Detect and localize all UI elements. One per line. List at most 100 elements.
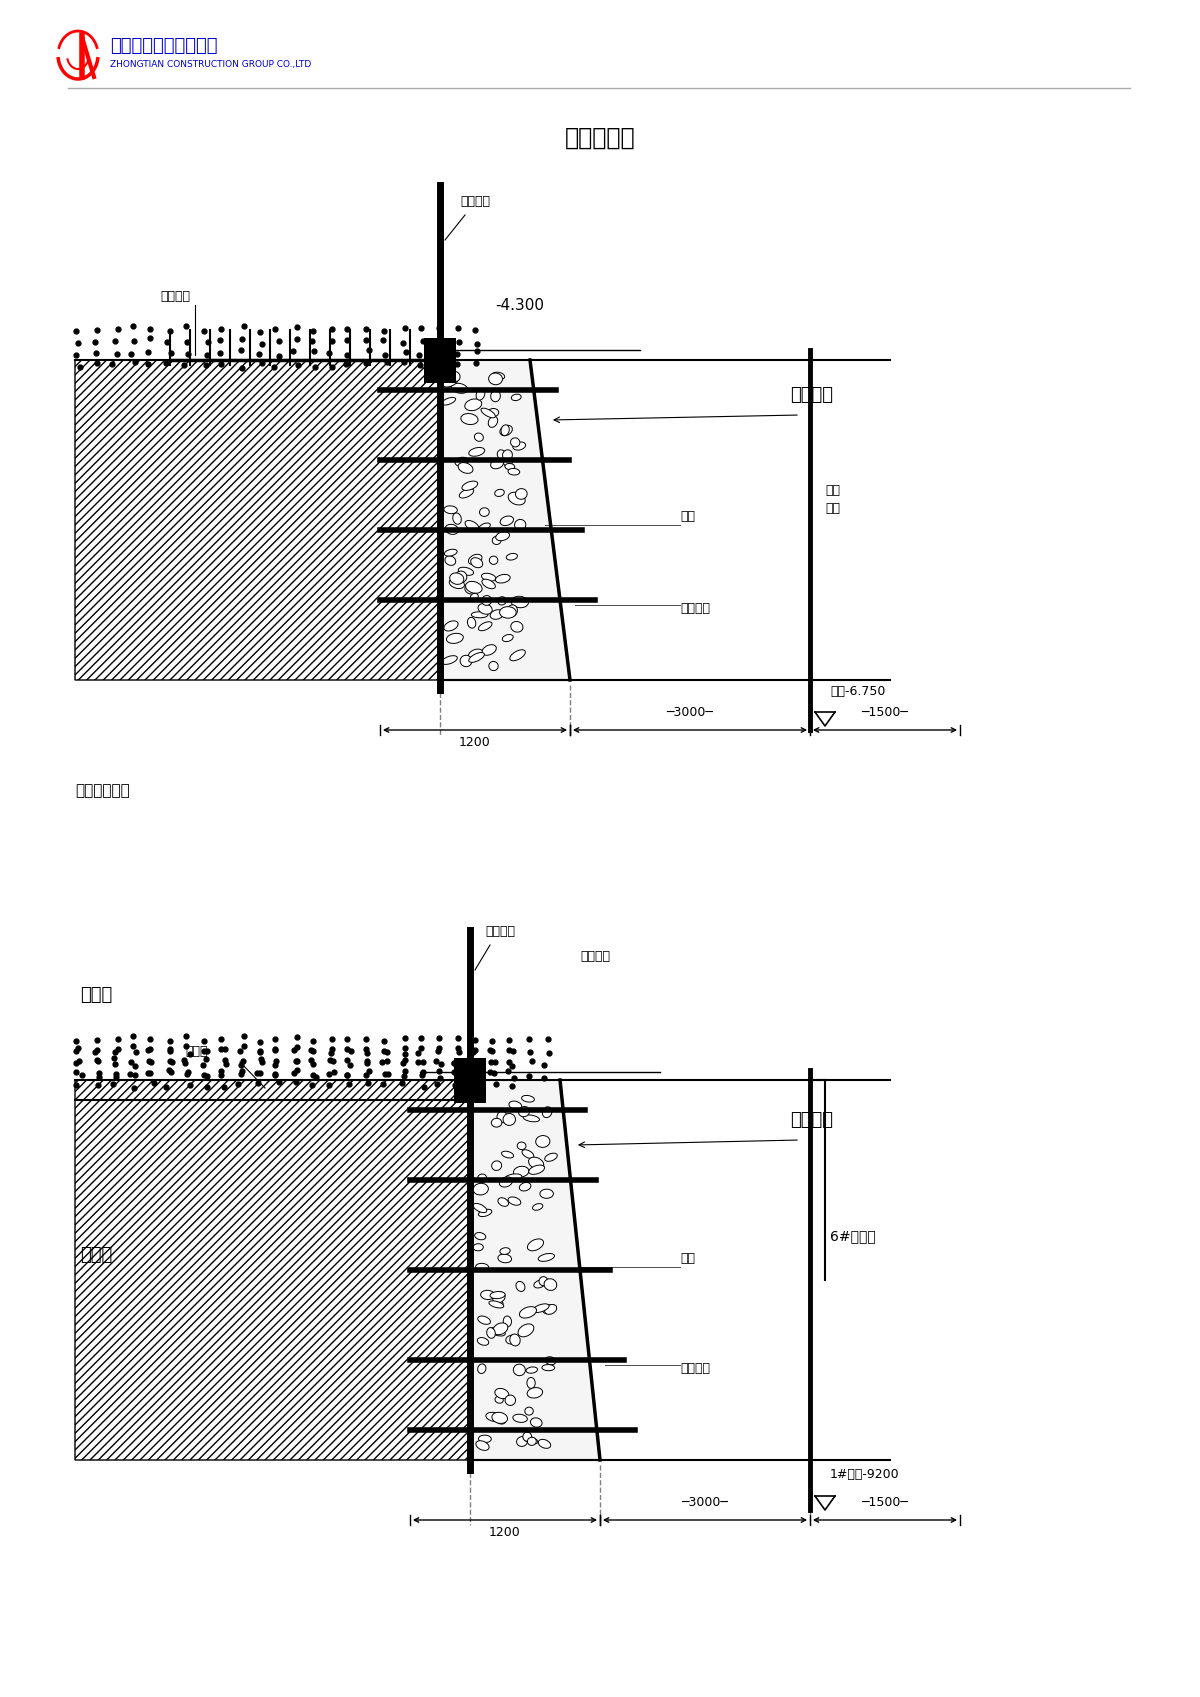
Ellipse shape bbox=[533, 1203, 542, 1210]
Ellipse shape bbox=[482, 645, 497, 655]
Ellipse shape bbox=[534, 1280, 545, 1288]
Ellipse shape bbox=[498, 1198, 509, 1207]
Ellipse shape bbox=[468, 648, 484, 660]
Ellipse shape bbox=[464, 399, 481, 411]
Ellipse shape bbox=[479, 621, 492, 631]
Ellipse shape bbox=[510, 1334, 520, 1346]
Ellipse shape bbox=[458, 567, 474, 575]
Ellipse shape bbox=[493, 1291, 505, 1303]
Ellipse shape bbox=[473, 1183, 488, 1195]
Text: ─3000─: ─3000─ bbox=[666, 706, 714, 720]
Ellipse shape bbox=[508, 468, 520, 475]
Ellipse shape bbox=[523, 1436, 538, 1444]
Text: -4.300: -4.300 bbox=[496, 299, 544, 312]
Ellipse shape bbox=[542, 1364, 554, 1371]
Text: 扣件: 扣件 bbox=[680, 1252, 695, 1264]
Ellipse shape bbox=[515, 519, 526, 529]
Ellipse shape bbox=[502, 424, 509, 436]
Ellipse shape bbox=[490, 1291, 505, 1298]
Ellipse shape bbox=[512, 441, 526, 450]
Ellipse shape bbox=[475, 1232, 486, 1241]
Ellipse shape bbox=[468, 555, 482, 565]
Text: 1200: 1200 bbox=[460, 736, 491, 748]
Ellipse shape bbox=[470, 558, 482, 568]
Text: 沙包防护: 沙包防护 bbox=[790, 1112, 833, 1129]
Ellipse shape bbox=[524, 1407, 533, 1415]
Ellipse shape bbox=[539, 1276, 547, 1286]
Ellipse shape bbox=[488, 662, 498, 670]
Ellipse shape bbox=[503, 450, 512, 460]
Ellipse shape bbox=[444, 550, 457, 557]
Ellipse shape bbox=[523, 1432, 532, 1441]
Ellipse shape bbox=[491, 390, 500, 402]
Ellipse shape bbox=[514, 1166, 529, 1178]
Ellipse shape bbox=[526, 1368, 538, 1373]
Ellipse shape bbox=[544, 1280, 557, 1290]
Ellipse shape bbox=[528, 1437, 536, 1446]
Text: 主楼
外墙: 主楼 外墙 bbox=[826, 485, 840, 516]
Ellipse shape bbox=[542, 1305, 554, 1313]
Ellipse shape bbox=[488, 1302, 504, 1308]
Ellipse shape bbox=[502, 1151, 514, 1157]
Ellipse shape bbox=[494, 1388, 509, 1398]
Text: 原始土: 原始土 bbox=[80, 1246, 113, 1264]
Ellipse shape bbox=[488, 416, 498, 428]
Text: 中天建设集团有限公司: 中天建设集团有限公司 bbox=[110, 37, 217, 54]
Ellipse shape bbox=[473, 1203, 487, 1213]
Ellipse shape bbox=[494, 489, 504, 497]
Ellipse shape bbox=[500, 426, 512, 436]
Ellipse shape bbox=[446, 633, 463, 643]
Ellipse shape bbox=[509, 1101, 522, 1110]
Ellipse shape bbox=[460, 655, 472, 667]
Ellipse shape bbox=[505, 463, 515, 470]
Ellipse shape bbox=[481, 409, 496, 417]
Ellipse shape bbox=[480, 507, 490, 516]
Ellipse shape bbox=[496, 1415, 505, 1424]
Text: ─3000─: ─3000─ bbox=[682, 1497, 728, 1509]
Ellipse shape bbox=[492, 1161, 502, 1171]
Ellipse shape bbox=[545, 1358, 556, 1364]
Ellipse shape bbox=[539, 1439, 551, 1448]
Ellipse shape bbox=[475, 1263, 488, 1271]
Ellipse shape bbox=[523, 1115, 540, 1122]
Ellipse shape bbox=[522, 1151, 534, 1159]
Ellipse shape bbox=[527, 1378, 535, 1388]
Ellipse shape bbox=[488, 373, 503, 385]
Text: 扣件: 扣件 bbox=[680, 511, 695, 523]
Ellipse shape bbox=[468, 618, 475, 628]
Ellipse shape bbox=[505, 1174, 522, 1181]
Ellipse shape bbox=[444, 621, 458, 631]
Ellipse shape bbox=[478, 1337, 488, 1346]
Ellipse shape bbox=[481, 1290, 494, 1300]
Ellipse shape bbox=[479, 1436, 491, 1442]
Ellipse shape bbox=[518, 1106, 529, 1117]
Ellipse shape bbox=[474, 433, 484, 441]
Text: 劣实土: 劣实土 bbox=[80, 986, 113, 1005]
Ellipse shape bbox=[490, 1327, 505, 1336]
Ellipse shape bbox=[497, 1112, 506, 1123]
Text: ZHONGTIAN CONSTRUCTION GROUP CO.,LTD: ZHONGTIAN CONSTRUCTION GROUP CO.,LTD bbox=[110, 59, 311, 68]
Ellipse shape bbox=[476, 389, 485, 400]
Ellipse shape bbox=[472, 611, 488, 618]
Ellipse shape bbox=[449, 579, 464, 589]
Text: 护坡示意图: 护坡示意图 bbox=[565, 126, 635, 149]
Ellipse shape bbox=[493, 1324, 508, 1336]
Ellipse shape bbox=[527, 1388, 542, 1398]
Ellipse shape bbox=[481, 596, 492, 606]
Ellipse shape bbox=[451, 372, 460, 382]
Ellipse shape bbox=[505, 1395, 516, 1405]
Ellipse shape bbox=[469, 653, 485, 662]
Ellipse shape bbox=[511, 394, 521, 400]
Ellipse shape bbox=[487, 1327, 496, 1339]
Ellipse shape bbox=[478, 1317, 491, 1324]
Ellipse shape bbox=[486, 1412, 503, 1422]
Ellipse shape bbox=[500, 516, 514, 526]
Ellipse shape bbox=[445, 524, 458, 535]
Ellipse shape bbox=[512, 1414, 527, 1422]
Ellipse shape bbox=[496, 531, 510, 541]
Ellipse shape bbox=[539, 1254, 554, 1261]
Ellipse shape bbox=[528, 1157, 544, 1169]
Ellipse shape bbox=[488, 409, 499, 417]
Ellipse shape bbox=[492, 372, 505, 380]
Ellipse shape bbox=[533, 1303, 550, 1312]
